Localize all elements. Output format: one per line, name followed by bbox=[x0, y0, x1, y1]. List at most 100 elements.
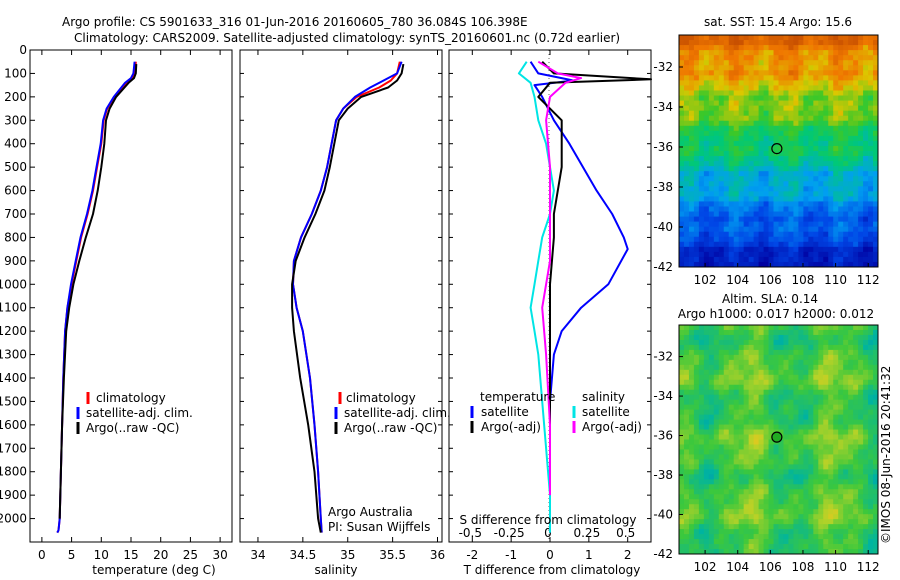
heatmap-cell bbox=[803, 151, 809, 157]
heatmap-cell bbox=[788, 105, 794, 112]
heatmap-cell bbox=[703, 100, 710, 107]
heatmap-cell bbox=[768, 514, 774, 520]
heatmap-cell bbox=[803, 130, 809, 137]
heatmap-cell bbox=[798, 261, 804, 268]
heatmap-cell bbox=[823, 379, 829, 386]
heatmap-cell bbox=[768, 484, 774, 490]
heatmap-cell bbox=[818, 151, 824, 157]
heatmap-cell bbox=[858, 105, 864, 112]
heatmap-cell bbox=[768, 419, 774, 425]
heatmap-cell bbox=[813, 384, 819, 391]
heatmap-cell bbox=[728, 85, 735, 91]
heatmap-cell bbox=[718, 384, 725, 391]
heatmap-cell bbox=[808, 80, 814, 86]
heatmap-cell bbox=[753, 544, 760, 550]
heatmap-cell bbox=[768, 176, 774, 182]
heatmap-cell bbox=[733, 474, 740, 480]
heatmap-cell bbox=[773, 35, 779, 41]
heatmap-cell bbox=[848, 156, 854, 162]
heatmap-cell bbox=[803, 145, 809, 152]
heatmap-cell bbox=[793, 251, 799, 258]
heatmap-cell bbox=[688, 75, 695, 81]
heatmap-cell bbox=[778, 75, 784, 81]
heatmap-cell bbox=[863, 499, 869, 505]
heatmap-cell bbox=[873, 439, 879, 445]
heatmap-cell bbox=[843, 509, 849, 515]
heatmap-cell bbox=[763, 454, 769, 460]
heatmap-cell bbox=[823, 334, 829, 341]
heatmap-cell bbox=[728, 110, 735, 117]
heatmap-cell bbox=[858, 539, 864, 545]
heatmap-cell bbox=[773, 191, 779, 197]
heatmap-cell bbox=[823, 65, 829, 71]
heatmap-cell bbox=[813, 261, 819, 268]
heatmap-cell bbox=[858, 246, 864, 253]
heatmap-cell bbox=[788, 35, 794, 41]
heatmap-cell bbox=[748, 105, 755, 112]
heatmap-cell bbox=[708, 389, 715, 396]
heatmap-cell bbox=[848, 414, 854, 420]
heatmap-cell bbox=[853, 196, 859, 202]
heatmap-cell bbox=[763, 95, 769, 101]
heatmap-cell bbox=[748, 489, 755, 495]
heatmap-cell bbox=[738, 75, 745, 81]
heatmap-cell bbox=[873, 549, 879, 555]
heatmap-cell bbox=[763, 494, 769, 500]
heatmap-cell bbox=[873, 70, 879, 76]
heatmap-cell bbox=[828, 211, 834, 217]
heatmap-cell bbox=[778, 60, 784, 66]
y-tick-label: -34 bbox=[653, 100, 673, 114]
heatmap-cell bbox=[778, 354, 784, 361]
heatmap-cell bbox=[783, 504, 789, 510]
heatmap-cell bbox=[718, 201, 725, 207]
heatmap-cell bbox=[708, 246, 715, 253]
heatmap-cell bbox=[758, 130, 764, 137]
heatmap-cell bbox=[708, 429, 715, 435]
heatmap-cell bbox=[718, 359, 725, 366]
heatmap-cell bbox=[753, 176, 760, 182]
heatmap-cell bbox=[738, 105, 745, 112]
heatmap-cell bbox=[733, 549, 740, 555]
heatmap-cell bbox=[758, 181, 764, 187]
heatmap-cell bbox=[698, 186, 705, 192]
heatmap-cell bbox=[818, 409, 824, 416]
heatmap-cell bbox=[768, 95, 774, 101]
heatmap-cell bbox=[688, 369, 695, 376]
heatmap-cell bbox=[723, 379, 730, 386]
heatmap-cell bbox=[843, 544, 849, 550]
heatmap-cell bbox=[763, 65, 769, 71]
x-tick-label: -1 bbox=[505, 548, 517, 562]
heatmap-cell bbox=[798, 100, 804, 107]
heatmap-cell bbox=[683, 399, 690, 406]
heatmap-cell bbox=[703, 45, 710, 51]
heatmap-cell bbox=[723, 394, 730, 401]
heatmap-cell bbox=[773, 539, 779, 545]
heatmap-cell bbox=[758, 325, 764, 331]
heatmap-cell bbox=[773, 529, 779, 535]
heatmap-cell bbox=[768, 344, 774, 351]
heatmap-cell bbox=[743, 424, 750, 430]
heatmap-cell bbox=[738, 534, 745, 540]
heatmap-cell bbox=[743, 325, 750, 331]
heatmap-cell bbox=[768, 394, 774, 401]
heatmap-cell bbox=[863, 439, 869, 445]
heatmap-cell bbox=[843, 369, 849, 376]
heatmap-cell bbox=[828, 384, 834, 391]
heatmap-cell bbox=[743, 241, 750, 248]
heatmap-cell bbox=[728, 236, 735, 243]
heatmap-cell bbox=[703, 186, 710, 192]
heatmap-cell bbox=[828, 539, 834, 545]
heatmap-cell bbox=[753, 201, 760, 207]
heatmap-cell bbox=[843, 140, 849, 147]
heatmap-cell bbox=[793, 534, 799, 540]
heatmap-cell bbox=[783, 166, 789, 172]
heatmap-cell bbox=[778, 241, 784, 248]
heatmap-cell bbox=[863, 359, 869, 366]
heatmap-cell bbox=[823, 120, 829, 127]
heatmap-cell bbox=[698, 529, 705, 535]
heatmap-cell bbox=[808, 181, 814, 187]
heatmap-cell bbox=[723, 95, 730, 101]
heatmap-cell bbox=[688, 325, 695, 331]
heatmap-cell bbox=[683, 494, 690, 500]
heatmap-cell bbox=[803, 211, 809, 217]
